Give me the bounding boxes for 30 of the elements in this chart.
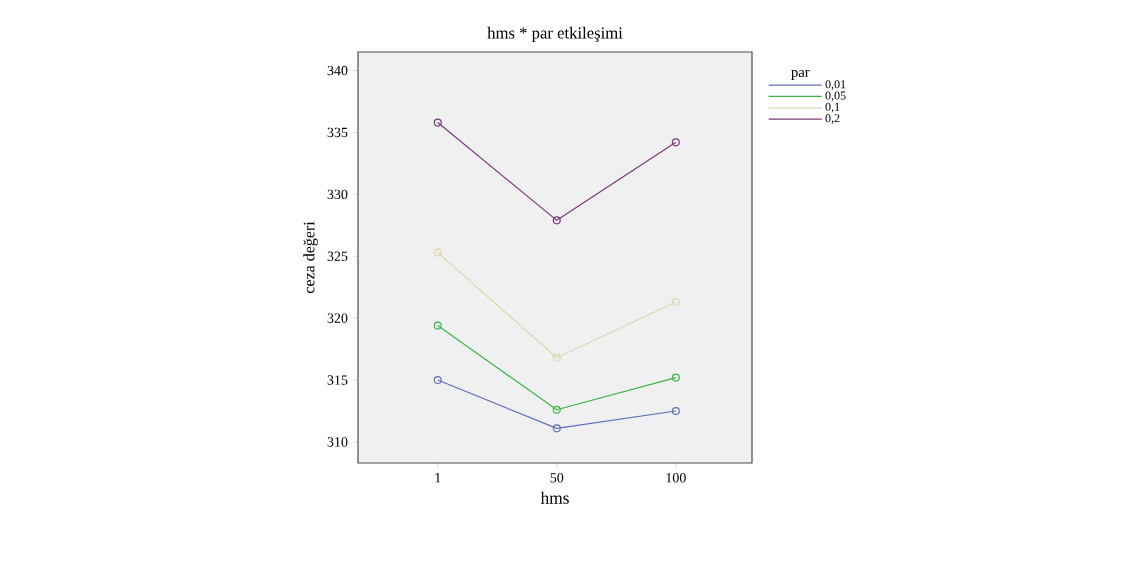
point (552, 424, 561, 433)
legend-title: par (791, 69, 810, 80)
x-tick-label: 100 (666, 473, 686, 483)
point (671, 406, 680, 416)
y-tick-label: 320 (327, 313, 348, 323)
point (433, 375, 442, 385)
x-axis-title: hms (540, 491, 569, 504)
y-tick-label: 315 (327, 375, 348, 385)
point (433, 248, 442, 257)
point (671, 298, 680, 307)
x-tick-label: 1 (435, 473, 441, 483)
point (552, 353, 561, 362)
legend-label: 0,01 (825, 80, 846, 90)
point (671, 138, 680, 147)
y-tick-label: 325 (327, 251, 348, 261)
y-tick-label: 335 (327, 127, 348, 138)
y-axis-title: ceza değeri (303, 221, 318, 294)
legend-label: 0,1 (825, 102, 840, 113)
point (671, 373, 680, 382)
x-tick-label: 50 (550, 473, 564, 483)
point (552, 405, 561, 414)
legend-label: 0,05 (825, 91, 846, 102)
chart-title: hms * par etkileşimi (487, 26, 623, 42)
legend-label: 0,2 (825, 114, 840, 124)
point (433, 321, 442, 330)
y-tick-label: 310 (327, 437, 348, 447)
y-tick-label: 340 (327, 65, 348, 76)
point (552, 216, 561, 225)
y-tick-label: 330 (327, 189, 348, 200)
point (433, 118, 442, 127)
